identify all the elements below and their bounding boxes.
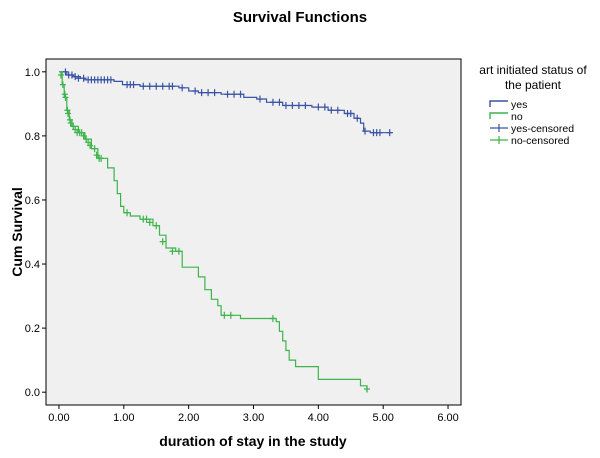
legend-swatch-no — [489, 112, 508, 119]
y-tick-label: 0.4 — [25, 259, 40, 271]
censored-mark-yes — [130, 81, 137, 89]
censored-mark-no — [169, 247, 176, 255]
x-tick-label: 1.00 — [113, 412, 134, 424]
legend-label-no: no — [511, 111, 523, 123]
censored-mark-no — [57, 71, 64, 79]
censored-mark-no — [143, 215, 150, 223]
x-tick-label: 0.00 — [48, 412, 69, 424]
censored-mark-yes — [62, 68, 69, 76]
censored-mark-no — [61, 90, 68, 98]
censored-mark-yes — [153, 82, 160, 90]
x-tick-label: 2.00 — [178, 412, 199, 424]
y-tick-label: 1.0 — [25, 67, 40, 79]
chart-title: Survival Functions — [233, 9, 367, 26]
y-tick-label: 0.2 — [25, 323, 40, 335]
censored-mark-yes — [72, 73, 79, 81]
censored-mark-yes — [80, 74, 87, 82]
series-yes-line — [59, 68, 393, 137]
y-tick-label: 0.0 — [25, 387, 40, 399]
censored-mark-no — [269, 315, 276, 322]
censored-mark-yes — [276, 98, 283, 106]
censored-mark-yes — [376, 129, 383, 137]
censored-mark-yes — [295, 101, 302, 109]
censored-mark-no — [64, 106, 71, 114]
censored-mark-no — [87, 142, 94, 149]
censored-mark-no — [62, 93, 69, 101]
censored-mark-yes — [354, 114, 361, 122]
censored-mark-yes — [75, 74, 82, 82]
censored-mark-no — [227, 311, 234, 319]
censored-mark-no — [175, 247, 182, 255]
x-tick-label: 4.00 — [308, 412, 329, 424]
legend-label-yes-censored: yes-censored — [511, 123, 574, 135]
censored-mark-yes — [289, 101, 296, 109]
plot-area — [45, 58, 462, 406]
censored-mark-no — [124, 209, 131, 217]
legend-title-line2: the patient — [505, 78, 562, 92]
censored-mark-yes — [231, 90, 238, 98]
legend-label-no-censored: no-censored — [511, 135, 570, 147]
x-axis: 0.00 1.00 2.00 3.00 4.00 5.00 6.00 — [48, 405, 459, 424]
censored-mark-yes — [169, 82, 176, 90]
x-tick-label: 5.00 — [372, 412, 393, 424]
legend-label-yes: yes — [511, 99, 527, 111]
censored-mark-yes — [198, 89, 205, 97]
censored-mark-no — [146, 218, 153, 226]
censored-mark-no — [66, 116, 73, 124]
x-axis-label: duration of stay in the study — [159, 433, 347, 449]
y-axis-label: Cum Survival — [9, 187, 25, 276]
censored-mark-yes — [68, 71, 75, 79]
legend: art initiated status of the patient yesn… — [479, 63, 587, 147]
censored-mark-yes — [315, 103, 322, 111]
y-axis: 0.0 0.2 0.4 0.6 0.8 1.0 — [25, 67, 46, 399]
censored-mark-yes — [179, 84, 186, 92]
legend-title-line1: art initiated status of — [479, 63, 587, 77]
censored-mark-no — [59, 81, 66, 89]
censored-mark-yes — [362, 127, 369, 135]
censored-mark-no — [153, 222, 160, 230]
censored-mark-no — [159, 238, 166, 246]
legend-swatch-yes — [489, 100, 508, 107]
censored-mark-yes — [328, 106, 335, 114]
censored-mark-no — [65, 109, 72, 117]
censored-mark-yes — [205, 89, 212, 97]
censored-mark-yes — [282, 101, 289, 109]
x-tick-label: 3.00 — [243, 412, 264, 424]
censored-mark-yes — [146, 82, 153, 90]
censored-mark-yes — [140, 82, 147, 90]
censored-mark-yes — [224, 90, 231, 98]
series-no-line — [57, 71, 370, 393]
censored-mark-no — [363, 385, 370, 393]
censored-mark-yes — [159, 82, 166, 90]
censored-mark-yes — [321, 103, 328, 111]
x-tick-label: 6.00 — [437, 412, 458, 424]
censored-mark-yes — [107, 76, 114, 84]
censored-mark-yes — [211, 89, 218, 97]
censored-mark-yes — [302, 101, 309, 109]
censored-mark-yes — [334, 106, 341, 114]
censored-mark-no — [91, 145, 98, 153]
censored-mark-no — [221, 311, 228, 319]
censored-mark-yes — [269, 98, 276, 106]
censored-mark-yes — [237, 90, 244, 98]
censored-mark-no — [98, 154, 105, 162]
censored-mark-yes — [256, 95, 263, 103]
censored-mark-yes — [347, 109, 354, 117]
censored-mark-yes — [192, 87, 199, 95]
censored-mark-yes — [386, 129, 393, 137]
y-tick-label: 0.6 — [25, 195, 40, 207]
y-tick-label: 0.8 — [25, 131, 40, 143]
